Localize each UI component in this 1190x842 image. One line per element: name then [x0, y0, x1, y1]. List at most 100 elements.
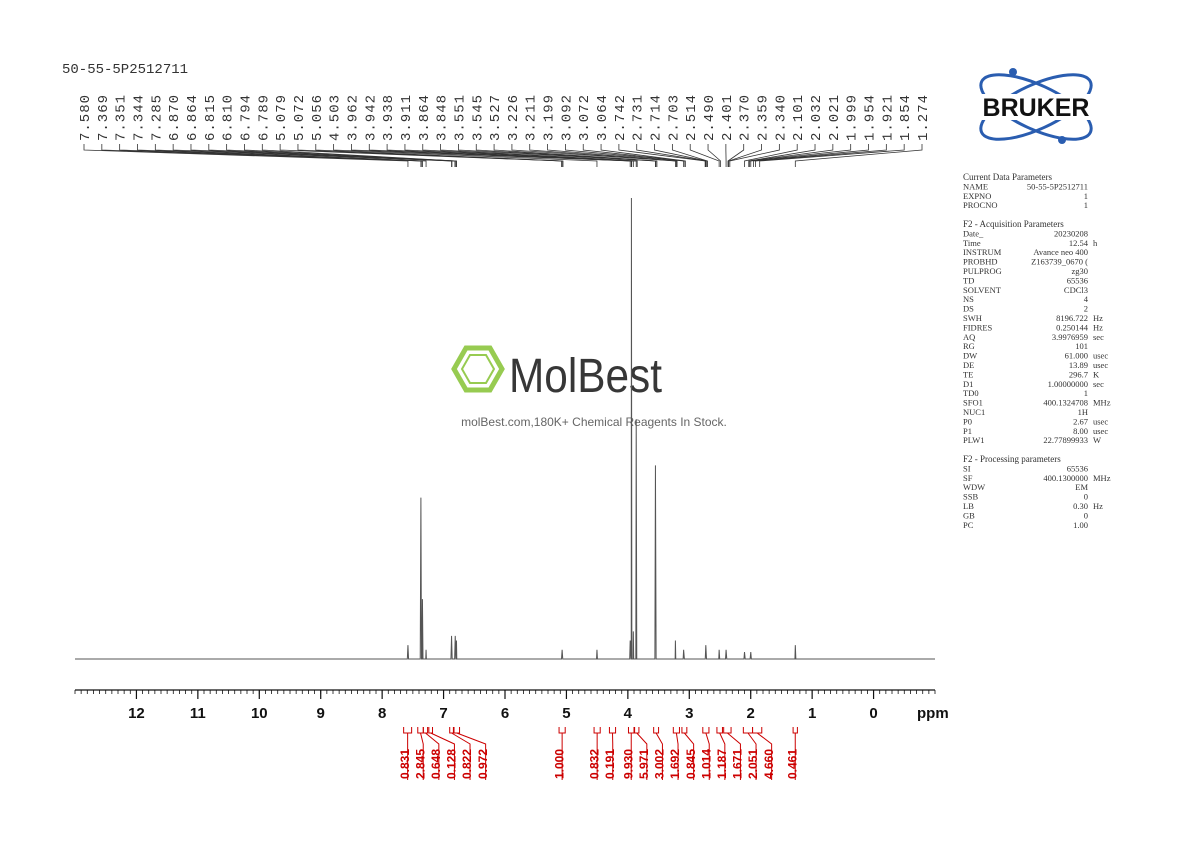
param-unit: h [1093, 238, 1098, 248]
peak-label: 2.359 [756, 94, 772, 141]
integral-label: 1.671 [731, 749, 745, 779]
integral-bracket [449, 727, 471, 780]
x-tick-label: 6 [501, 705, 509, 722]
param-unit: MHz [1093, 473, 1111, 483]
peak-leader [748, 144, 816, 167]
param-value: 3.9976959 [1052, 332, 1088, 342]
peak-leader [386, 144, 633, 167]
peak-label: 6.794 [238, 94, 254, 141]
peak-label: 2.703 [666, 94, 682, 141]
param-name: TD0 [963, 388, 979, 398]
peak-label: 4.503 [328, 94, 344, 141]
integral-label: 0.648 [429, 749, 443, 779]
param-value: 400.1300000 [1043, 473, 1088, 483]
peak-label: 2.731 [631, 94, 647, 141]
peak-label: 3.527 [488, 94, 504, 141]
peak-label: 3.938 [381, 94, 397, 141]
integral-bracket [593, 727, 601, 780]
param-value: Z163739_0670 ( [1031, 257, 1088, 267]
integral-bracket [403, 727, 413, 780]
peak-leader [529, 144, 677, 167]
param-name: Date_ [963, 228, 984, 238]
peak-leader [729, 144, 780, 167]
peak-label: 5.079 [274, 94, 290, 141]
peak-label: 2.021 [827, 94, 843, 141]
x-tick-label: 5 [562, 705, 570, 722]
peak-label: 2.101 [791, 94, 807, 141]
peak-label: 7.351 [114, 94, 130, 141]
param-value: 0.30 [1073, 501, 1088, 511]
param-unit: usec [1093, 426, 1108, 436]
param-unit: W [1093, 435, 1101, 445]
integral-label: 0.128 [445, 749, 459, 779]
peak-label: 3.092 [559, 94, 575, 141]
param-value: 61.000 [1065, 351, 1088, 361]
peak-leader [689, 144, 720, 167]
param-value: 2 [1084, 304, 1088, 314]
param-name: SOLVENT [963, 285, 1002, 295]
param-name: D1 [963, 379, 973, 389]
integral-bracket [681, 727, 695, 780]
integral-bracket [653, 727, 663, 780]
peak-leader [440, 144, 638, 167]
param-value: 0 [1084, 492, 1088, 502]
peak-leader [728, 144, 762, 167]
param-name: PC [963, 520, 974, 530]
peak-label: 2.514 [684, 94, 700, 141]
x-tick-label: 10 [251, 705, 268, 722]
x-tick-label: 12 [128, 705, 145, 722]
peak-leader [618, 144, 706, 167]
param-name: GB [963, 510, 975, 520]
param-value: zg30 [1071, 266, 1088, 276]
param-name: TD [963, 275, 974, 285]
param-name: SF [963, 473, 973, 483]
param-name: TE [963, 369, 973, 379]
peak-label: 5.056 [310, 94, 326, 141]
peak-label: 3.199 [542, 94, 558, 141]
param-unit: Hz [1093, 501, 1103, 511]
watermark-tagline: molBest.com,180K+ Chemical Reagents In S… [461, 415, 727, 429]
peak-label: 1.954 [863, 94, 879, 141]
peak-label: 7.285 [149, 94, 165, 141]
peak-label: 1.999 [845, 94, 861, 141]
param-value: 0.250144 [1056, 322, 1089, 332]
param-name: DE [963, 360, 974, 370]
x-axis-label: ppm [917, 705, 949, 722]
param-value: Avance neo 400 [1033, 247, 1088, 257]
integral-label: 1.187 [715, 749, 729, 779]
integral-label: 0.845 [684, 749, 698, 779]
param-name: SI [963, 463, 971, 473]
peak-label: 1.854 [898, 94, 914, 141]
peak-label: 7.369 [96, 94, 112, 141]
integral-bracket [723, 727, 741, 780]
peak-leader [582, 144, 686, 167]
param-name: RG [963, 341, 975, 351]
param-unit: sec [1093, 379, 1104, 389]
peak-label: 3.226 [506, 94, 522, 141]
peak-leader [707, 144, 722, 167]
peak-leader [475, 144, 657, 167]
integral-label: 1.692 [668, 749, 682, 779]
integral-bracket [752, 727, 773, 780]
param-name: DW [963, 351, 977, 361]
integral-label: 0.822 [460, 749, 474, 779]
integral-bracket [672, 727, 680, 780]
integral-label: 0.461 [785, 749, 799, 779]
param-name: PULPROG [963, 266, 1002, 276]
param-name: FIDRES [963, 322, 993, 332]
peak-leader [636, 144, 707, 167]
integral-label: 5.971 [637, 749, 651, 779]
param-unit: sec [1093, 332, 1104, 342]
param-name: DS [963, 304, 974, 314]
peak-leader [565, 144, 685, 167]
integral-label: 9.930 [621, 749, 635, 779]
peak-leader [137, 144, 423, 167]
x-tick-label: 1 [808, 705, 816, 722]
param-name: WDW [963, 482, 985, 492]
param-name: EXPNO [963, 191, 991, 201]
param-value: 65536 [1067, 463, 1088, 473]
integral-bracket [428, 727, 455, 780]
peak-label: 3.551 [452, 94, 468, 141]
